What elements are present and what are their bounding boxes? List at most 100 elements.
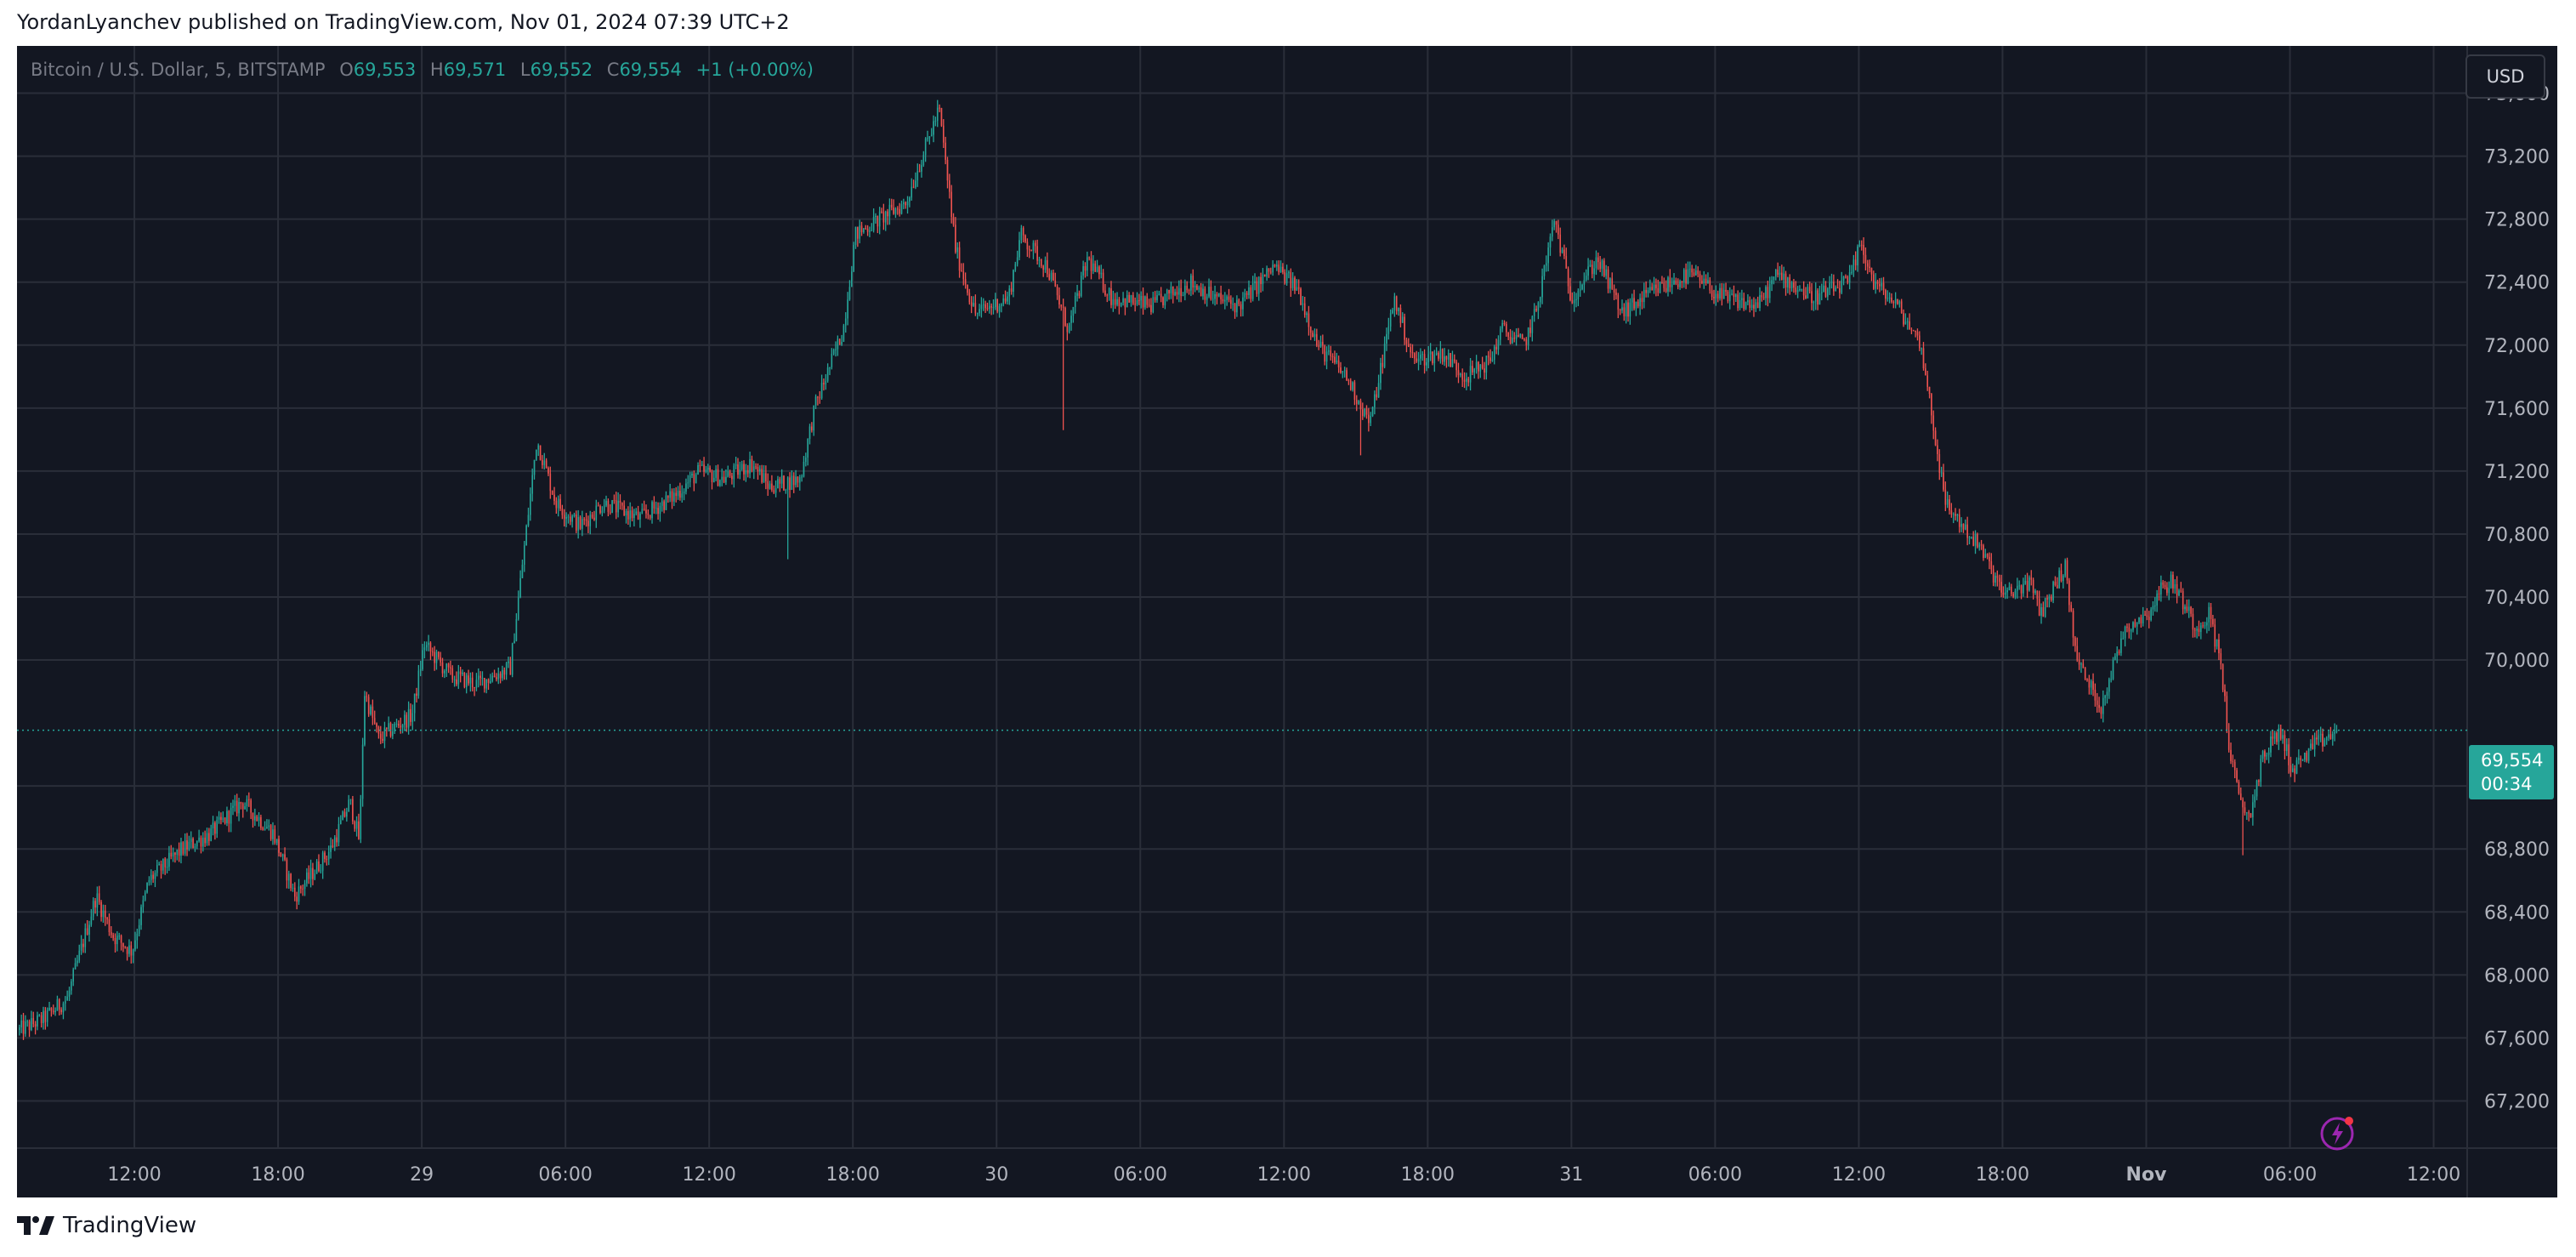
candle-body-up — [992, 307, 995, 309]
candle-body-down — [1938, 453, 1941, 473]
candle-body-up — [1460, 373, 1461, 376]
candle-body-down — [112, 935, 114, 938]
candle-body-up — [1116, 299, 1118, 305]
candle-body-down — [1376, 394, 1378, 398]
candle-body-up — [844, 318, 847, 326]
candle-body-down — [1487, 355, 1489, 358]
candle-body-down — [1228, 296, 1230, 300]
candle-body-down — [300, 886, 302, 889]
candle-body-down — [1756, 302, 1759, 309]
tradingview-branding[interactable]: TradingView — [17, 1213, 196, 1238]
candle-body-down — [1980, 544, 1983, 546]
candle-body-up — [1007, 296, 1008, 302]
candle-body-up — [370, 706, 372, 714]
candle-body-down — [1472, 366, 1473, 373]
candle-body-down — [2250, 813, 2252, 817]
candle-body-down — [463, 672, 466, 687]
high-value: 69,571 — [443, 60, 507, 80]
candle-body-down — [1294, 277, 1296, 291]
candle-body-down — [1478, 361, 1479, 372]
candle-body-down — [1677, 283, 1679, 287]
candle-body-down — [961, 270, 962, 272]
candle-body-up — [1371, 407, 1374, 417]
candle-body-up — [1076, 293, 1078, 296]
price-tick-label: 73,200 — [2484, 147, 2550, 168]
chart-panel[interactable]: 67,20067,60068,00068,40068,80069,20070,0… — [17, 46, 2557, 1197]
candle-body-up — [2024, 580, 2027, 584]
candle-body-up — [1595, 257, 1597, 269]
candle-body-down — [2172, 574, 2174, 589]
candle-body-down — [631, 510, 633, 519]
candle-body-up — [785, 489, 787, 491]
candle-body-down — [50, 1008, 53, 1011]
candle-body-down — [2042, 607, 2045, 617]
candle-body-up — [444, 670, 445, 674]
candle-body-up — [2064, 560, 2066, 576]
candle-body-up — [1541, 276, 1543, 298]
candle-body-down — [1697, 270, 1699, 275]
candle-body-up — [1898, 301, 1901, 304]
candle-body-down — [952, 217, 955, 225]
candle-body-up — [1279, 266, 1282, 273]
candle-body-down — [2030, 577, 2033, 580]
candle-body-up — [1013, 270, 1014, 293]
candle-body-up — [850, 271, 853, 287]
lightning-bolt-icon[interactable] — [2319, 1112, 2358, 1152]
candle-body-up — [1968, 537, 1971, 538]
candle-body-down — [52, 1010, 54, 1013]
currency-button[interactable]: USD — [2465, 54, 2545, 99]
candle-body-down — [1260, 276, 1262, 285]
candle-body-up — [226, 811, 228, 823]
candle-body-up — [973, 303, 974, 306]
candle-body-down — [1989, 556, 1990, 561]
candle-body-down — [429, 642, 432, 652]
candle-body-up — [2152, 606, 2154, 610]
candle-body-down — [336, 837, 338, 843]
candle-body-up — [188, 841, 190, 850]
candle-body-up — [1707, 280, 1709, 284]
candle-body-down — [354, 821, 356, 829]
time-tick-label: 29 — [410, 1164, 434, 1186]
candle-body-down — [1558, 225, 1559, 235]
candle-body-up — [1829, 282, 1830, 289]
candle-body-down — [1518, 334, 1519, 338]
candle-body-up — [1647, 290, 1649, 293]
candle-body-down — [653, 502, 655, 509]
candle-body-down — [164, 858, 166, 867]
candle-body-down — [942, 125, 945, 143]
candle-body-up — [1858, 244, 1861, 247]
candle-body-down — [1331, 355, 1334, 357]
candle-body-down — [1665, 287, 1667, 292]
candle-body-up — [1801, 288, 1803, 290]
candle-body-down — [1950, 510, 1953, 515]
candle-body-down — [2202, 625, 2204, 627]
candle-body-down — [1457, 370, 1460, 376]
chart-canvas[interactable]: 67,20067,60068,00068,40068,80069,20070,0… — [17, 46, 2557, 1197]
candle-body-up — [875, 215, 877, 218]
candle-body-up — [727, 471, 729, 477]
candle-body-up — [66, 996, 68, 1001]
candle-body-up — [669, 491, 671, 498]
candle-body-down — [1042, 265, 1044, 270]
candle-body-up — [1814, 290, 1817, 302]
candle-body-up — [1667, 277, 1669, 292]
candle-body-up — [2254, 796, 2256, 803]
candle-body-up — [1016, 257, 1018, 264]
candle-body-up — [1393, 296, 1396, 310]
candle-body-up — [769, 483, 771, 489]
candle-body-up — [422, 650, 423, 669]
candle-body-down — [1749, 299, 1751, 309]
candle-body-down — [2056, 584, 2058, 589]
candle-body-up — [346, 811, 348, 817]
candle-body-down — [789, 477, 791, 490]
candle-body-down — [2054, 582, 2057, 585]
candle-body-down — [1150, 304, 1152, 312]
candle-body-down — [400, 725, 402, 728]
candle-body-up — [338, 823, 340, 843]
candle-body-down — [1885, 290, 1887, 299]
candle-body-up — [2136, 622, 2138, 627]
candle-body-up — [641, 509, 644, 514]
symbol-description[interactable]: Bitcoin / U.S. Dollar, 5, BITSTAMP — [31, 60, 326, 80]
candle-body-up — [140, 907, 142, 925]
candle-body-up — [1319, 341, 1322, 347]
